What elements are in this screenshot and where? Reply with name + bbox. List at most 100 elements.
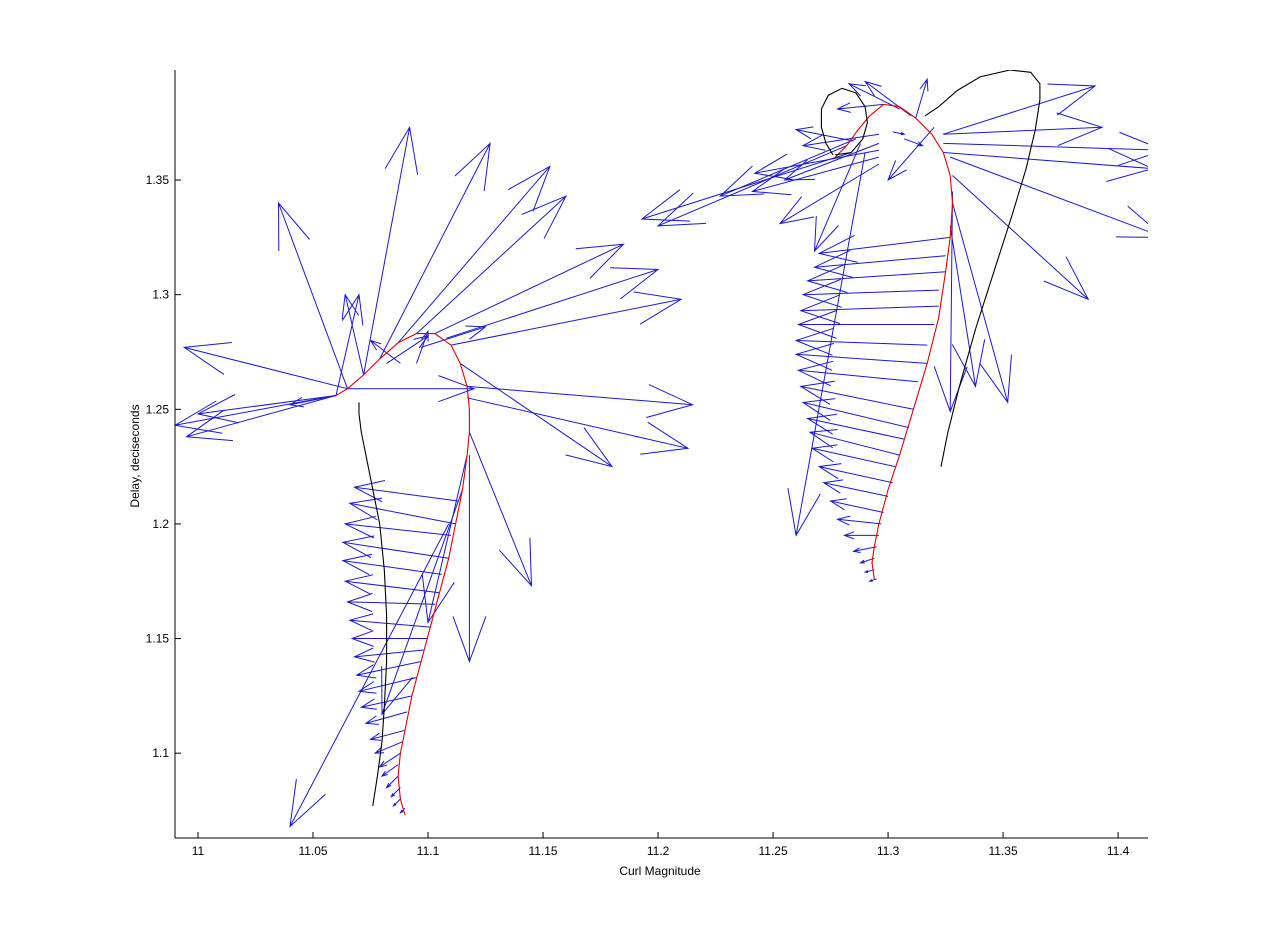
quiver-arrow — [915, 77, 929, 119]
quiver-arrow — [352, 647, 424, 663]
quiver-arrow — [289, 523, 450, 828]
quiver-arrow — [380, 764, 399, 777]
quiver-arrow — [799, 294, 939, 325]
quiver-arrow — [399, 807, 406, 814]
quiver-arrow — [392, 798, 401, 807]
quiver-arrow — [836, 102, 884, 113]
quiver-arrow — [943, 148, 1148, 182]
x-tick-label: 11.35 — [989, 844, 1018, 858]
quiver-arrow — [288, 395, 337, 408]
quiver-arrow — [836, 515, 882, 526]
quiver-arrow — [343, 574, 440, 595]
quiver-arrow — [397, 165, 551, 344]
ticks: 11 11.05 11.1 11.15 11.2 11.25 11.3 11.35 11.4 1.… — [146, 173, 1130, 858]
quiver-arrow — [385, 775, 399, 789]
quiver-arrow — [787, 152, 866, 537]
quiver-arrow — [933, 191, 968, 414]
x-tick-label: 11.05 — [298, 844, 327, 858]
quiver-arrow — [949, 225, 986, 388]
quiver-arrow — [847, 83, 900, 110]
red-trajectory-line — [335, 333, 470, 816]
quiver-arrow — [452, 455, 487, 663]
quiver-arrow — [887, 126, 935, 182]
quiver-arrow — [185, 395, 337, 442]
quiver-arrow — [952, 175, 1090, 301]
quiver-arrow — [640, 152, 852, 222]
quiver-arrow — [801, 278, 939, 308]
x-axis-label: Curl Magnitude — [619, 864, 701, 878]
quiver-arrow — [817, 463, 893, 484]
x-tick-label: 11.4 — [1107, 844, 1130, 858]
quiver-arrow — [346, 593, 435, 612]
quiver-arrow — [796, 310, 935, 339]
y-tick-label: 1.3 — [152, 288, 169, 302]
black-trajectory-line — [358, 402, 388, 806]
quiver-arrow — [352, 480, 458, 503]
red-trajectory-line — [834, 103, 954, 579]
quiver-arrow — [952, 202, 1012, 404]
quiver-arrow — [822, 479, 889, 497]
quiver-arrow — [863, 80, 912, 117]
quiver-arrow — [806, 263, 946, 293]
y-tick-label: 1.35 — [146, 173, 170, 187]
quiver-arrow — [778, 163, 880, 225]
x-tick-label: 11 — [192, 844, 205, 858]
quiver-arrow — [943, 131, 1148, 166]
quiver-arrow — [842, 531, 879, 540]
quiver-arrow — [801, 133, 879, 151]
quiver-arrow — [466, 397, 690, 455]
quiver-arrow — [379, 142, 491, 360]
quiver-arrow — [350, 630, 428, 647]
quiver-arrow — [813, 249, 946, 278]
quiver-arrow — [868, 578, 877, 582]
quiver-arrow — [347, 375, 476, 403]
quiver-arrow — [950, 156, 1148, 238]
x-tick-label: 11.15 — [528, 844, 557, 858]
quiver-arrow — [943, 83, 1097, 135]
y-axis-label: Delay, deciseconds — [128, 404, 142, 507]
quiver-arrow — [335, 293, 364, 396]
quiver-arrow — [434, 243, 625, 335]
quiver-arrow — [794, 126, 854, 142]
quiver-arrow — [459, 362, 614, 468]
quiver-arrow — [420, 325, 487, 348]
quiver-arrow — [277, 201, 348, 389]
quiver-arrow — [817, 234, 951, 263]
quiver-arrow — [341, 535, 449, 559]
quiver-arrow — [373, 741, 403, 754]
y-tick-label: 1.1 — [152, 746, 169, 760]
black-trajectory-line — [924, 70, 1041, 467]
quiver-arrow — [450, 291, 683, 346]
quiver-arrow — [943, 112, 1104, 147]
quiver-arrow — [806, 413, 905, 440]
quiver-arrow — [799, 380, 914, 410]
quiver-arrow — [341, 553, 442, 576]
y-tick-label: 1.2 — [152, 517, 169, 531]
quiver-arrow — [381, 489, 463, 716]
quiver-arrow — [343, 515, 452, 539]
quiver-arrow — [810, 444, 896, 468]
quiver-arrow — [196, 394, 337, 424]
y-tick-label: 1.25 — [146, 402, 170, 416]
quiver-arrow — [355, 661, 422, 679]
quiver-arrow — [656, 145, 847, 227]
quiver-arrow — [467, 384, 695, 418]
quiver-arrow — [808, 429, 900, 456]
plot-data — [175, 70, 1148, 828]
quiver-arrow — [801, 398, 909, 429]
quiver-arrow — [364, 711, 408, 725]
quiver-arrow — [794, 327, 928, 356]
quiver-arrow — [783, 142, 880, 181]
quiver-arrow — [904, 138, 924, 147]
y-tick-label: 1.15 — [146, 632, 170, 646]
quiver-arrow — [341, 293, 365, 376]
quiver-arrow — [796, 360, 919, 387]
quiver-arrow — [468, 432, 533, 588]
quiver-arrow — [357, 677, 417, 694]
quiver-arrow — [348, 613, 431, 631]
quiver-arrow — [182, 342, 348, 390]
quiver-arrow — [753, 149, 879, 180]
quiver-arrow — [892, 131, 906, 136]
x-tick-label: 11.1 — [417, 844, 440, 858]
